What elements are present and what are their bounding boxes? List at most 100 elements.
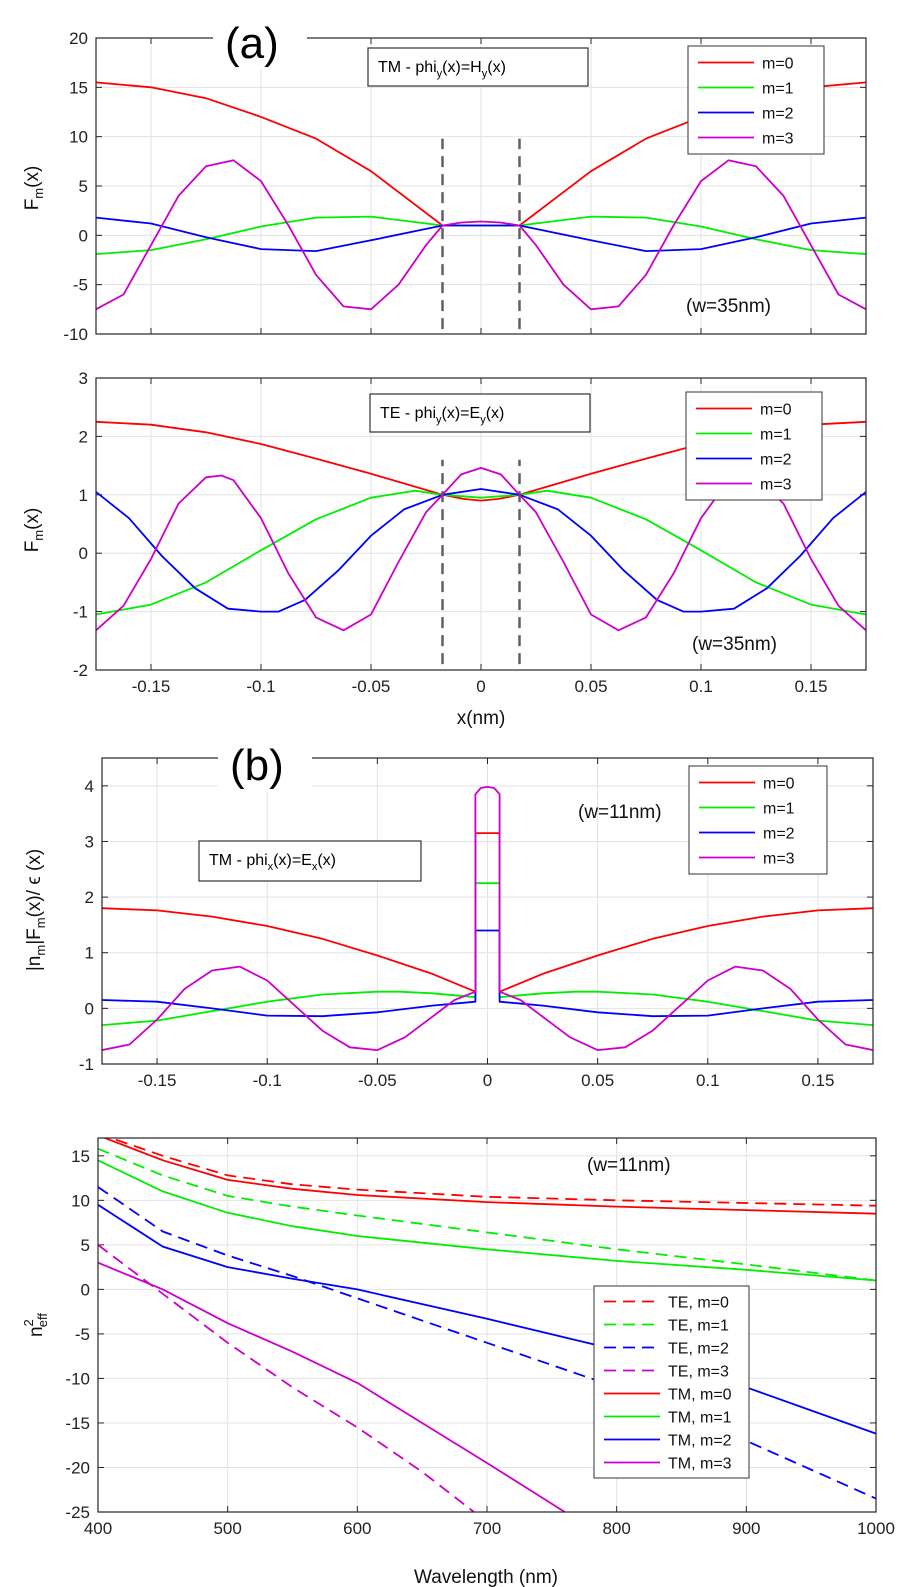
legend-entry: m=0 — [762, 56, 794, 73]
y-tick-label: -15 — [65, 1414, 90, 1433]
y-tick-label: 20 — [69, 29, 88, 48]
series-line-te-m-0 — [108, 1138, 876, 1207]
y-tick-label: -20 — [65, 1458, 90, 1477]
width-annotation: (w=11nm) — [587, 1155, 671, 1176]
panel-label: (a) — [225, 19, 279, 68]
panel-label-bg — [218, 738, 312, 792]
y-tick-label: 4 — [85, 777, 94, 796]
series-line-m-1 — [96, 489, 866, 616]
legend: TE, m=0 TE, m=1 TE, m=2 TE, m=3 TM, m=0 TM, m… — [593, 1285, 750, 1479]
y-tick-label: 3 — [85, 832, 94, 851]
legend: m=0 m=1 m=2 m=3 — [688, 765, 828, 875]
width-annotation: (w=35nm) — [692, 634, 777, 655]
width-annotation: (w=35nm) — [686, 296, 771, 317]
axes-frame — [101, 757, 874, 1065]
series-line-m-0 — [102, 832, 873, 993]
series-line-m-2 — [96, 216, 866, 253]
axes-frame — [95, 377, 867, 671]
legend-box — [688, 765, 828, 875]
y-tick-label: -2 — [73, 661, 88, 680]
x-tick-label: 0.1 — [689, 677, 713, 696]
y-tick-label: 0 — [85, 999, 94, 1018]
y-tick-label: -25 — [65, 1503, 90, 1522]
series-line-m-3 — [102, 786, 873, 1051]
series-line-te-m-3 — [98, 1244, 475, 1512]
series-line-tm-m-1 — [98, 1159, 876, 1282]
chart-panel-3: -0.15 -0.1 -0.05 0 0.05 0.1 0.15 -1 0 1 2 3 4 (b) TM -… — [24, 738, 874, 1090]
x-tick-label: 1000 — [857, 1519, 895, 1538]
x-tick-label: 0 — [483, 1071, 492, 1090]
y-tick-label: 2 — [79, 427, 88, 446]
y-tick-label: -1 — [73, 603, 88, 622]
legend-entry: TE, m=0 — [668, 1295, 729, 1312]
mode-label-box — [198, 840, 422, 882]
y-axis-label: Fm(x) — [22, 508, 46, 553]
legend-box — [685, 391, 823, 501]
y-tick-label: 10 — [69, 128, 88, 147]
chart-panel-2: -0.15 -0.1 -0.05 0 0.05 0.1 0.15 -2 -1 0 1 2 3 TE - p… — [22, 369, 867, 729]
y-axis-label: Fm(x) — [22, 166, 46, 211]
legend-entry: TM, m=3 — [668, 1456, 732, 1473]
legend-entry: TM, m=2 — [668, 1433, 732, 1450]
x-tick-label: 0.05 — [574, 677, 607, 696]
x-tick-label: -0.1 — [253, 1071, 282, 1090]
legend-entry: TM, m=1 — [668, 1410, 732, 1427]
legend-entry: m=0 — [760, 402, 792, 419]
legend-entry: TE, m=2 — [668, 1341, 729, 1358]
legend-box — [687, 45, 825, 155]
series-line-m-2 — [96, 488, 866, 613]
x-tick-label: 0 — [476, 677, 485, 696]
y-tick-label: 10 — [71, 1191, 90, 1210]
legend-entry: TM, m=0 — [668, 1387, 732, 1404]
panel-label: (b) — [230, 741, 284, 790]
y-tick-label: 5 — [81, 1236, 90, 1255]
x-tick-label: 0.05 — [581, 1071, 614, 1090]
x-tick-label: -0.05 — [352, 677, 391, 696]
y-tick-label: -10 — [63, 325, 88, 344]
series-line-tm-m-0 — [102, 1138, 876, 1215]
y-tick-label: 5 — [79, 177, 88, 196]
legend: m=0 m=1 m=2 m=3 — [685, 391, 823, 501]
y-tick-label: 1 — [85, 944, 94, 963]
legend-entry: m=0 — [763, 776, 795, 793]
legend-entry: m=2 — [760, 452, 792, 469]
legend-entry: m=3 — [762, 131, 794, 148]
x-axis-label: Wavelength (nm) — [414, 1567, 558, 1587]
y-tick-label: 2 — [85, 888, 94, 907]
mode-label-text: TE - phiy(x)=Ey(x) — [380, 405, 504, 426]
x-tick-label: -0.05 — [358, 1071, 397, 1090]
x-tick-label: 600 — [343, 1519, 371, 1538]
x-tick-label: -0.1 — [246, 677, 275, 696]
y-tick-label: 0 — [81, 1280, 90, 1299]
y-tick-label: -5 — [75, 1325, 90, 1344]
series-line-m-2 — [102, 929, 873, 1018]
x-tick-label: 400 — [84, 1519, 112, 1538]
x-tick-label: -0.15 — [132, 677, 171, 696]
x-tick-label: 500 — [213, 1519, 241, 1538]
y-tick-label: -1 — [79, 1055, 94, 1074]
legend-entry: TE, m=1 — [668, 1318, 729, 1335]
y-tick-label: -5 — [73, 276, 88, 295]
y-tick-label: 3 — [79, 369, 88, 388]
mode-label-text: TM - phiy(x)=Hy(x) — [378, 59, 506, 80]
chart-panel-1: -10 -5 0 5 10 15 20 (a) TM - phiy(x)=Hy(x) (w=35n… — [22, 16, 867, 344]
chart-panel-4: 400 500 600 700 800 900 1000 -25 -20 -15 -10 -5 0 5 10… — [21, 1137, 895, 1587]
legend-entry: m=3 — [760, 477, 792, 494]
x-tick-label: 0.1 — [696, 1071, 720, 1090]
y-tick-label: 15 — [71, 1147, 90, 1166]
legend-entry: m=1 — [760, 427, 792, 444]
legend: m=0 m=1 m=2 m=3 — [687, 45, 825, 155]
legend-entry: TE, m=3 — [668, 1364, 729, 1381]
mode-label-box — [367, 47, 589, 87]
y-tick-label: 0 — [79, 544, 88, 563]
x-tick-label: -0.15 — [138, 1071, 177, 1090]
x-tick-label: 900 — [732, 1519, 760, 1538]
axes-frame — [95, 37, 867, 335]
y-tick-label: -10 — [65, 1369, 90, 1388]
legend-entry: m=2 — [763, 826, 795, 843]
x-tick-label: 0.15 — [801, 1071, 834, 1090]
y-axis-label: n2eff — [21, 1313, 50, 1337]
x-tick-label: 0.15 — [794, 677, 827, 696]
series-line-tm-m-3 — [98, 1261, 566, 1512]
